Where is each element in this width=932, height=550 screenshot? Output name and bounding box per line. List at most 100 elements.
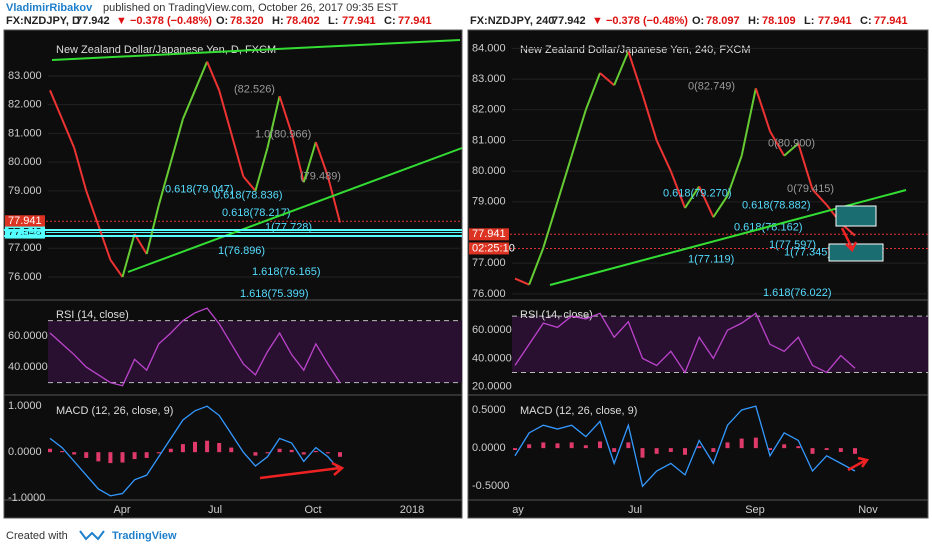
- macd-line: [514, 405, 856, 488]
- arrow: [840, 227, 858, 253]
- symbol-info: FX:NZDJPY, 240: [470, 15, 554, 27]
- rsi-title: RSI (14, close): [520, 309, 593, 321]
- macd-hist: [193, 441, 197, 453]
- macd-title: MACD (12, 26, close, 9): [520, 405, 637, 417]
- macd-hist: [683, 448, 687, 455]
- price-segment: [684, 185, 701, 209]
- y-tick-label: 81.000: [8, 127, 42, 139]
- fib-label: 1.0(80.966): [255, 128, 311, 140]
- fib-label: 0(82.749): [688, 81, 735, 93]
- price-segment: [194, 61, 209, 91]
- fib-label: 1(77.597): [769, 239, 816, 251]
- y-tick-label: 40.0000: [472, 352, 512, 364]
- fib-label: 1(77.119): [688, 253, 734, 265]
- macd-hist: [277, 448, 282, 453]
- macd-hist: [96, 452, 101, 462]
- fib-label: 0.618(78.217): [222, 207, 291, 219]
- fib-label: 1.618(75.399): [240, 288, 309, 300]
- y-tick-label: 80.000: [472, 165, 506, 177]
- macd-hist: [527, 444, 532, 449]
- macd-hist: [768, 448, 772, 451]
- fib-label: 1(76.896): [218, 245, 265, 257]
- y-tick-label: 83.000: [472, 73, 506, 85]
- price-segment: [278, 95, 293, 134]
- price-segment: [181, 89, 196, 120]
- y-tick-label: 79.000: [8, 185, 42, 197]
- macd-hist: [229, 447, 234, 453]
- price-segment: [698, 186, 715, 218]
- macd-hist: [289, 449, 294, 453]
- y-tick-label: 82.000: [8, 99, 42, 111]
- price-segment: [584, 72, 601, 111]
- macd-hist: [253, 452, 258, 456]
- symbol-info: 77.941: [874, 15, 908, 27]
- price-tag-bg: [469, 228, 509, 241]
- x-tick-label: Jul: [208, 504, 222, 516]
- symbol-info: C:: [860, 15, 872, 27]
- price-segment: [206, 61, 221, 91]
- y-tick-label: -1.0000: [8, 492, 45, 504]
- price-segment: [61, 118, 76, 149]
- fib-label: 1(77.728): [265, 221, 312, 233]
- y-tick-label: 60.0000: [8, 330, 48, 342]
- macd-hist: [144, 452, 149, 458]
- price-segment: [712, 195, 729, 218]
- brand[interactable]: TradingView: [112, 530, 177, 542]
- price-segment: [218, 90, 233, 134]
- panel-right: [467, 29, 929, 519]
- target-box: [835, 205, 877, 227]
- price-segment: [627, 51, 644, 95]
- fib-label: (82.526): [234, 83, 275, 95]
- y-tick-label: -0.5000: [472, 480, 509, 492]
- macd-hist: [626, 442, 631, 449]
- y-tick-label: 1.0000: [8, 400, 42, 412]
- macd-hist: [180, 444, 185, 453]
- y-tick-label: 77.000: [8, 242, 42, 254]
- macd-hist: [753, 437, 758, 449]
- fib-label: 0(80.900): [768, 137, 815, 149]
- price-tag: 77.941: [8, 215, 42, 227]
- price-segment: [514, 277, 530, 286]
- price-segment: [254, 147, 269, 192]
- rsi-title: RSI (14, close): [56, 309, 129, 321]
- price-segment: [754, 87, 771, 132]
- chart-title: New Zealand Dollar/Japanese Yen, D, FXCM: [56, 44, 276, 56]
- author[interactable]: VladimirRibakov: [6, 2, 93, 14]
- macd-hist: [156, 452, 161, 454]
- y-tick-label: 76.000: [472, 288, 506, 300]
- price-segment: [528, 247, 545, 286]
- macd-hist: [782, 444, 787, 449]
- symbol-info: 78.402: [286, 15, 320, 27]
- y-tick-label: 79.000: [472, 196, 506, 208]
- y-tick-label: 77.000: [472, 257, 506, 269]
- price-segment: [290, 133, 305, 183]
- macd-hist: [739, 438, 744, 449]
- macd-hist: [838, 448, 843, 452]
- x-tick-label: Jul: [628, 504, 642, 516]
- rsi-band: [48, 320, 462, 383]
- macd-line: [49, 405, 341, 497]
- y-tick-label: 60.0000: [472, 324, 512, 336]
- macd-hist: [84, 452, 89, 458]
- price-segment: [570, 109, 587, 157]
- macd-hist: [640, 448, 645, 458]
- macd-hist: [853, 448, 857, 454]
- macd-hist: [555, 443, 560, 449]
- macd-hist: [513, 448, 517, 451]
- y-tick-label: 40.0000: [8, 361, 48, 373]
- symbol-info: 78.097: [706, 15, 740, 27]
- price-segment: [49, 89, 64, 120]
- symbol-info: H:: [272, 15, 284, 27]
- fib-label: 0.618(78.882): [742, 199, 811, 211]
- symbol-info: 78.320: [230, 15, 264, 27]
- macd-hist: [796, 446, 801, 449]
- x-tick-label: Apr: [113, 504, 130, 516]
- symbol-info: ▼ −0.378 (−0.48%): [116, 15, 212, 27]
- price-segment: [230, 133, 245, 177]
- x-tick-label: Sep: [745, 504, 765, 516]
- price-segment: [133, 233, 148, 255]
- fib-label: 1.618(76.022): [763, 287, 832, 299]
- price-segment: [641, 94, 658, 141]
